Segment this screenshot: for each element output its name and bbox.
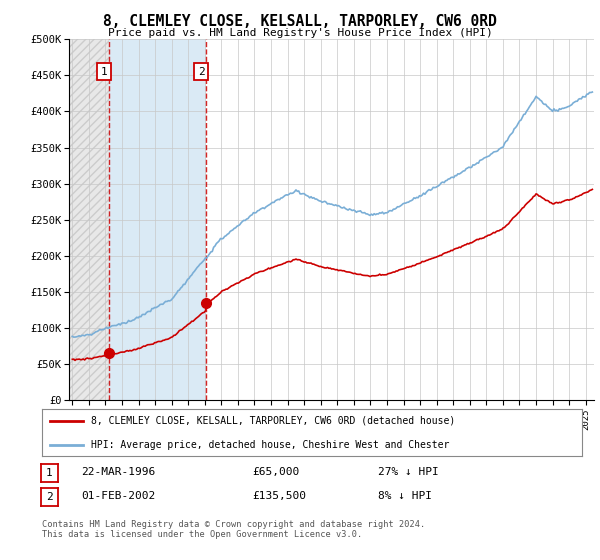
Text: 01-FEB-2002: 01-FEB-2002 [81, 491, 155, 501]
Text: 22-MAR-1996: 22-MAR-1996 [81, 466, 155, 477]
Text: Contains HM Land Registry data © Crown copyright and database right 2024.
This d: Contains HM Land Registry data © Crown c… [42, 520, 425, 539]
Bar [69, 39, 109, 400]
Text: 1: 1 [46, 468, 53, 478]
Text: £135,500: £135,500 [252, 491, 306, 501]
Text: 2: 2 [46, 492, 53, 502]
Text: Price paid vs. HM Land Registry's House Price Index (HPI): Price paid vs. HM Land Registry's House … [107, 28, 493, 38]
Text: 8, CLEMLEY CLOSE, KELSALL, TARPORLEY, CW6 0RD (detached house): 8, CLEMLEY CLOSE, KELSALL, TARPORLEY, CW… [91, 416, 455, 426]
Text: £65,000: £65,000 [252, 466, 299, 477]
Bar [109, 39, 206, 400]
Text: 8, CLEMLEY CLOSE, KELSALL, TARPORLEY, CW6 0RD: 8, CLEMLEY CLOSE, KELSALL, TARPORLEY, CW… [103, 14, 497, 29]
Text: 27% ↓ HPI: 27% ↓ HPI [378, 466, 439, 477]
Text: 2: 2 [198, 67, 205, 77]
Text: HPI: Average price, detached house, Cheshire West and Chester: HPI: Average price, detached house, Ches… [91, 440, 449, 450]
Text: 8% ↓ HPI: 8% ↓ HPI [378, 491, 432, 501]
Text: 1: 1 [101, 67, 107, 77]
